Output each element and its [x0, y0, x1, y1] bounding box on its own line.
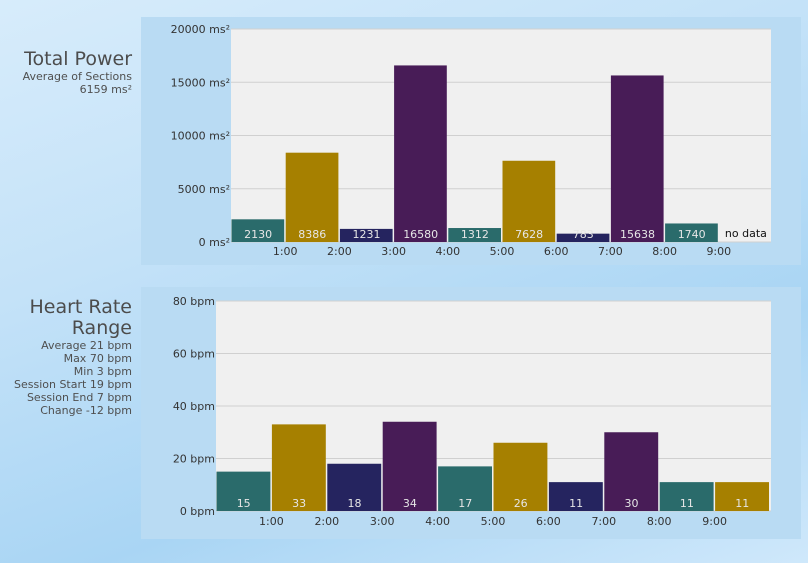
bar [502, 160, 556, 242]
x-tick-label: 3:00 [381, 245, 406, 258]
hr-summary-line: Average 21 bpm [41, 339, 132, 352]
hr-summary-line: Change -12 bpm [40, 404, 132, 417]
bar [216, 471, 271, 511]
x-tick-label: 4:00 [425, 515, 450, 528]
y-tick-label: 0 ms² [199, 236, 230, 249]
x-tick-label: 9:00 [706, 245, 731, 258]
y-tick-label: 20 bpm [173, 453, 215, 466]
bar [394, 65, 447, 242]
bar-value-label: 16580 [403, 228, 438, 241]
x-tick-label: 8:00 [647, 515, 672, 528]
x-tick-label: 3:00 [370, 515, 395, 528]
power-chart: 0 ms² 5000 ms² 10000 ms² 15000 ms² 20000 ms²… [171, 23, 771, 258]
bar [715, 482, 769, 511]
y-tick-label: 0 bpm [180, 505, 215, 518]
no-data-label: no data [725, 227, 767, 240]
bar [548, 482, 603, 511]
heart-rate-chart: 0 bpm 20 bpm 40 bpm 60 bpm 80 bpm 15 33 18 34 17 2… [173, 295, 771, 528]
bar [610, 75, 664, 243]
bar [448, 228, 501, 242]
hr-title-line1: Heart Rate [29, 296, 133, 318]
bar-value-label: 2130 [244, 228, 272, 241]
y-tick-label: 20000 ms² [171, 23, 230, 36]
x-tick-label: 1:00 [273, 245, 298, 258]
bar-value-label: 15638 [620, 228, 655, 241]
hr-summary-line: Session Start 19 bpm [13, 378, 132, 391]
bar [271, 424, 326, 511]
bar [382, 421, 437, 511]
bar-value-label: 11 [569, 497, 583, 510]
power-title: Total Power [24, 48, 132, 70]
bar-value-label: 34 [403, 497, 417, 510]
bar [339, 228, 393, 242]
bar [493, 442, 548, 511]
y-tick-label: 60 bpm [173, 348, 215, 361]
y-tick-label: 40 bpm [173, 400, 215, 413]
hr-title-line2: Range [71, 317, 132, 339]
y-tick-label: 10000 ms² [171, 130, 230, 143]
bar-value-label: 1312 [461, 228, 489, 241]
bar-value-label: 11 [735, 497, 749, 510]
bar-value-label: 1231 [353, 228, 381, 241]
bar [659, 482, 714, 511]
x-tick-label: 8:00 [652, 245, 677, 258]
x-tick-label: 5:00 [490, 245, 515, 258]
hr-summary: Heart Rate Range Average 21 bpm Max 70 b… [0, 296, 133, 418]
bar [665, 223, 718, 242]
y-tick-label: 15000 ms² [171, 76, 230, 89]
bar-value-label: 783 [573, 228, 594, 241]
bar-value-label: 8386 [298, 228, 326, 241]
bar-value-label: 18 [348, 497, 362, 510]
bar [556, 233, 610, 242]
x-tick-label: 9:00 [702, 515, 727, 528]
y-tick-label: 80 bpm [173, 295, 215, 308]
x-tick-label: 6:00 [544, 245, 569, 258]
power-chart-panel: 0 ms² 5000 ms² 10000 ms² 15000 ms² 20000 ms²… [141, 17, 801, 265]
power-summary-line: Average of Sections [22, 70, 132, 83]
hr-chart-panel: 0 bpm 20 bpm 40 bpm 60 bpm 80 bpm 15 33 18 34 17 2… [141, 287, 801, 539]
x-tick-label: 2:00 [327, 245, 352, 258]
bar-value-label: 17 [458, 497, 472, 510]
x-tick-label: 5:00 [481, 515, 506, 528]
bar [604, 432, 659, 511]
y-tick-label: 5000 ms² [178, 183, 230, 196]
bar-value-label: 26 [514, 497, 528, 510]
bar-value-label: 7628 [515, 228, 543, 241]
x-tick-label: 2:00 [314, 515, 339, 528]
bar-value-label: 33 [292, 497, 306, 510]
hr-summary-line: Session End 7 bpm [26, 391, 132, 404]
bar-value-label: 11 [680, 497, 694, 510]
x-tick-label: 4:00 [435, 245, 460, 258]
hr-summary-line: Min 3 bpm [73, 365, 132, 378]
power-summary: Total Power Average of Sections 6159 ms² [0, 48, 132, 97]
bar [285, 152, 339, 242]
bar-value-label: 15 [237, 497, 251, 510]
x-tick-label: 6:00 [536, 515, 561, 528]
bar-value-label: 30 [625, 497, 639, 510]
power-summary-line: 6159 ms² [79, 83, 132, 96]
bar [327, 463, 382, 511]
x-tick-label: 7:00 [591, 515, 616, 528]
bar-value-label: 1740 [678, 228, 706, 241]
hr-summary-line: Max 70 bpm [63, 352, 132, 365]
x-tick-label: 7:00 [598, 245, 623, 258]
bar [438, 466, 492, 511]
bar [231, 219, 285, 242]
x-tick-label: 1:00 [259, 515, 284, 528]
